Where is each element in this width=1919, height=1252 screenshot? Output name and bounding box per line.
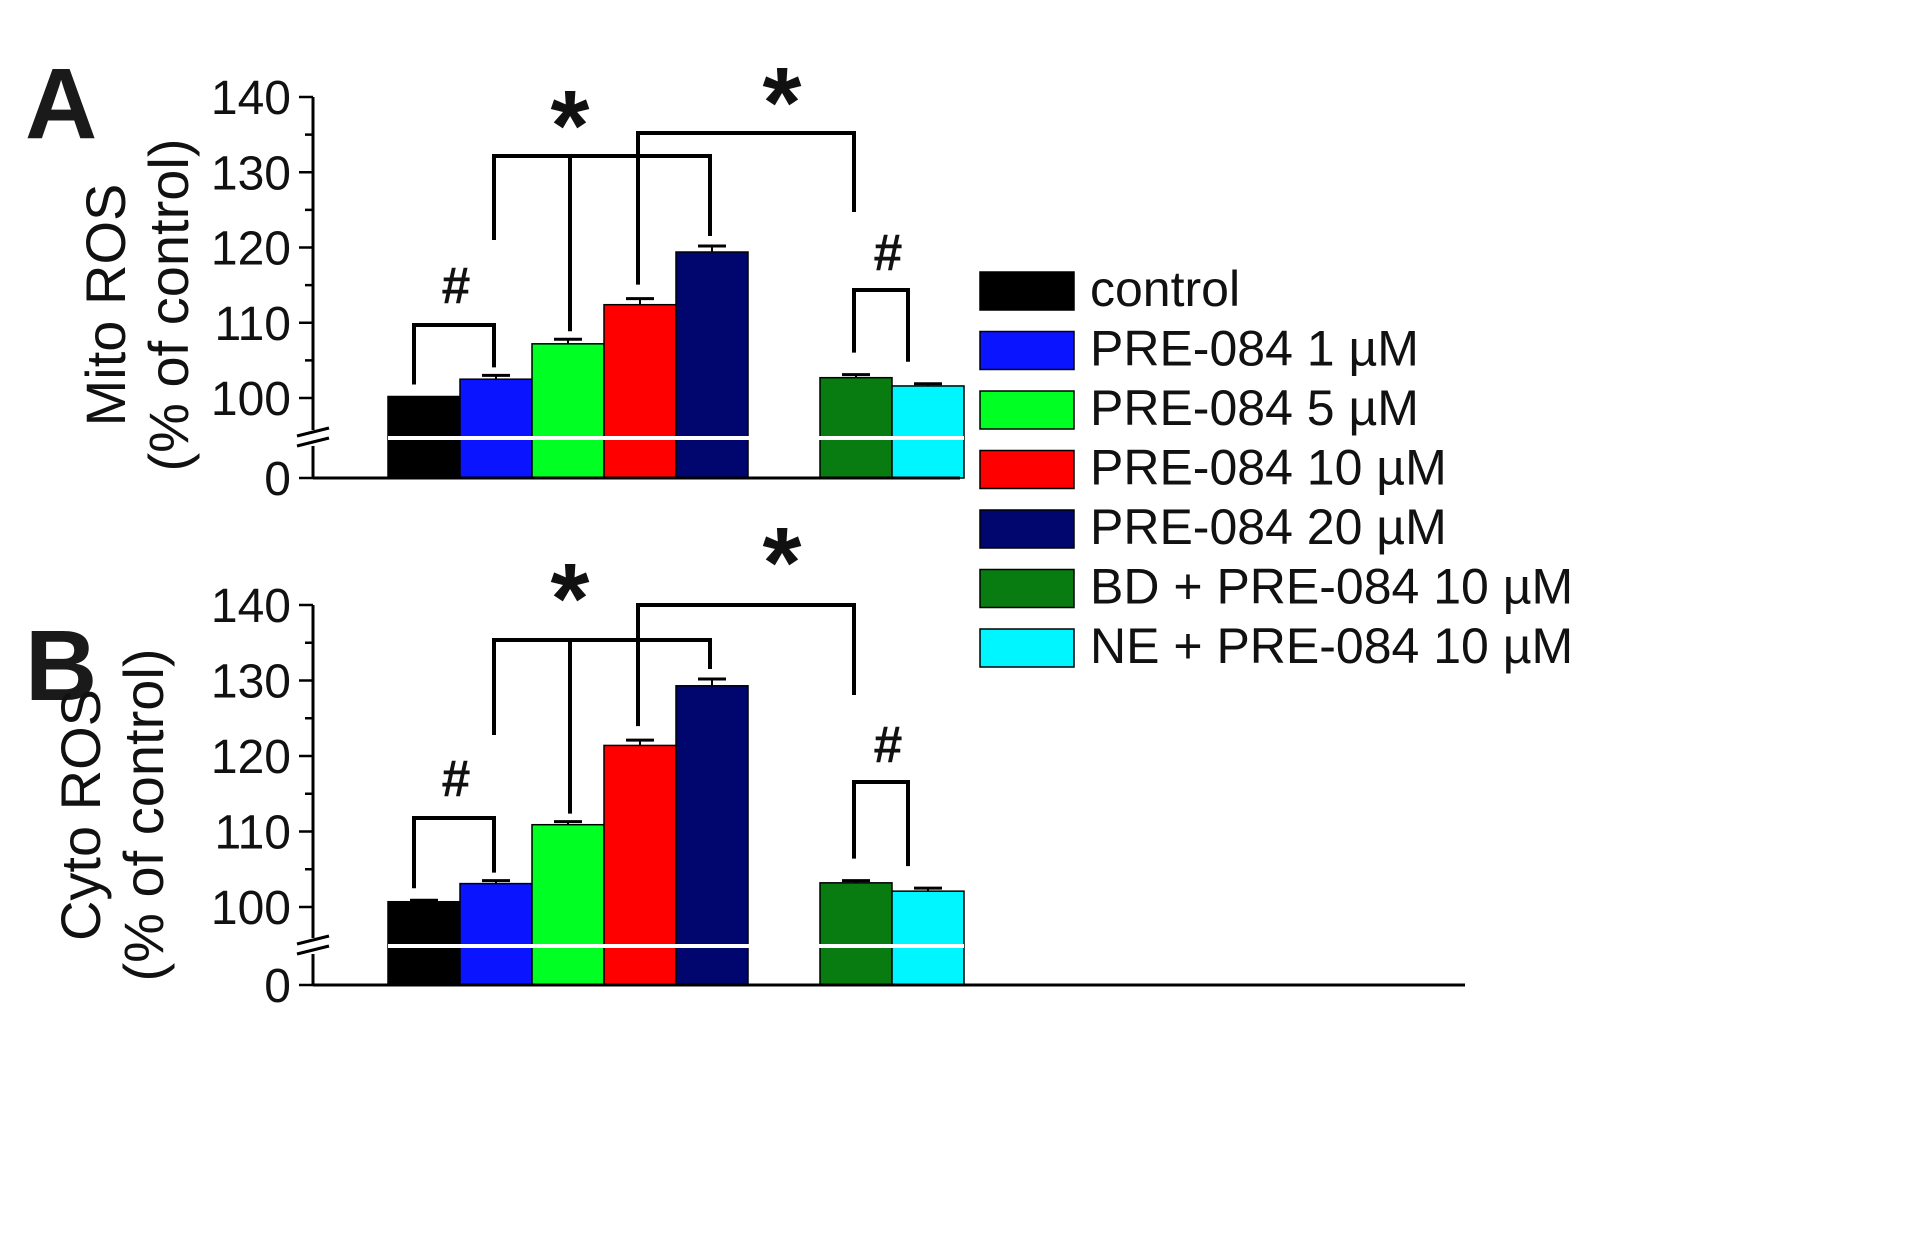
bar-3 [531,823,605,986]
axis-break-mark-2 [296,944,330,956]
axis-break-mark-2 [296,436,330,448]
legend-label-7: NE + PRE-084 10 µM [1090,618,1573,674]
legend-label-3: PRE-084 5 µM [1090,380,1419,436]
hash-mark-2: # [874,224,903,282]
panel-a: A Mito ROS (% of control) 0 100 110 120 130 1… [25,47,965,506]
y-tick-label-110: 110 [214,807,291,860]
star-mark-1: * [551,543,590,655]
bracket-star-1 [492,638,712,735]
y-tick-label-120: 120 [211,731,291,784]
bracket-star-1 [492,154,712,240]
legend-swatch-4 [979,449,1075,490]
panel-a-ylabel-line1: Mito ROS [74,184,137,427]
y-tick-label-100: 100 [211,373,291,426]
y-tick-label-100: 100 [211,882,291,935]
bar-5 [675,251,749,479]
panel-b-annotations: # * * # [412,507,910,889]
star-mark-2: * [763,47,802,159]
bar-3 [531,343,605,479]
panel-a-tick-labels: 0 100 110 120 130 140 [211,72,291,506]
hash-mark-2: # [874,716,903,774]
axis-break-mark-1 [296,426,330,438]
bar-1 [387,900,461,986]
y-tick-label-0: 0 [264,453,291,506]
y-tick-label-130: 130 [211,147,291,200]
legend-swatch-3 [979,390,1075,430]
bar-4 [603,744,677,986]
y-tick-label-140: 140 [211,72,291,125]
bar-5 [675,685,749,986]
y-tick-label-120: 120 [211,223,291,276]
panel-b-bars [387,677,965,986]
y-tick-label-140: 140 [211,580,291,633]
hash-mark-1: # [442,750,471,808]
panel-b-axes [296,603,1465,987]
panel-a-bars [387,244,965,479]
star-mark-1: * [551,70,590,182]
bracket-hash-1 [412,323,496,385]
bracket-hash-2 [852,780,910,867]
legend-swatch-6 [979,568,1075,609]
panel-a-letter: A [25,48,97,160]
legend-swatch-1 [979,271,1075,311]
bracket-star-2 [636,131,856,285]
panel-b-ylabel-line1: Cyto ROS [49,689,112,941]
star-mark-2: * [763,507,802,619]
y-tick-label-110: 110 [214,298,291,351]
hash-mark-1: # [442,257,471,315]
bar-2 [459,378,533,479]
bar-7 [891,890,965,986]
bracket-hash-1 [412,816,496,889]
bar-6 [819,376,893,479]
legend-label-4: PRE-084 10 µM [1090,440,1447,496]
legend-label-1: control [1090,261,1240,317]
y-tick-label-130: 130 [211,656,291,709]
panel-b-ylabel-line2: (% of control) [112,649,175,982]
y-tick-label-0: 0 [264,960,291,1013]
bracket-star-2 [636,603,856,727]
bracket-hash-2 [852,288,910,362]
panel-b-tick-labels: 0 100 110 120 130 140 [211,580,291,1013]
panel-a-ylabel-line2: (% of control) [137,139,200,472]
axis-break-mark-1 [296,934,330,946]
legend-swatch-7 [979,628,1075,668]
bar-6 [819,882,893,986]
panel-b: B Cyto ROS (% of control) 0 100 110 120 130 1… [25,507,1465,1013]
panel-b-letter: B [25,610,97,722]
bar-2 [459,882,533,986]
legend-swatch-5 [979,509,1075,549]
panel-a-axes [296,95,960,480]
legend-label-6: BD + PRE-084 10 µM [1090,559,1573,615]
panel-a-annotations: # * * # [412,47,910,385]
legend-label-5: PRE-084 20 µM [1090,499,1447,555]
legend-swatch-2 [979,330,1075,371]
bar-7 [891,385,965,479]
legend-label-2: PRE-084 1 µM [1090,321,1419,377]
bar-4 [603,303,677,479]
